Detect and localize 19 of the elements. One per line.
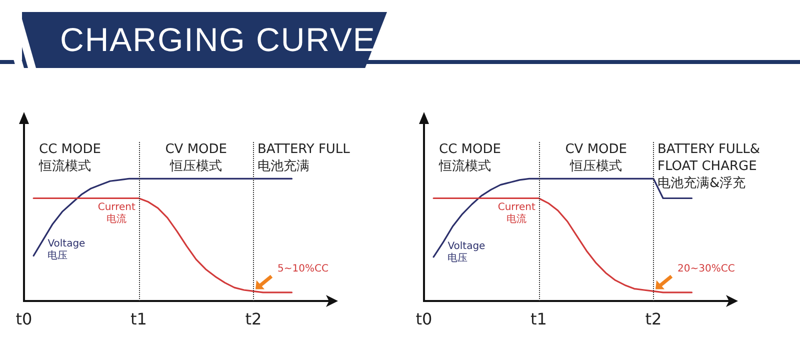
series-label: Current 电流 <box>98 202 136 225</box>
annotation: 20~30%CC <box>678 264 735 275</box>
x-tick-label: t1 <box>130 310 147 328</box>
x-tick-label: t1 <box>530 310 547 328</box>
text: BATTERY FULL 电池充满 <box>258 142 351 174</box>
annotation: 5~10%CC <box>278 264 328 275</box>
x-tick-label: t0 <box>416 310 432 328</box>
text: CC MODE 恒流模式 <box>438 142 501 174</box>
x-tick-label: t0 <box>16 310 32 328</box>
series-label: Current 电流 <box>498 202 536 225</box>
text: CV MODE 恒压模式 <box>165 142 228 174</box>
text: CV MODE 恒压模式 <box>565 142 628 174</box>
annotation: BATTERY FULL& FLOAT CHARGE 电池充满&浮充 <box>658 142 760 191</box>
series-label: Voltage 电压 <box>48 238 86 262</box>
chart-title: CHARGING CURVE <box>60 20 376 60</box>
x-tick-label: t2 <box>245 310 262 328</box>
series-label: Voltage 电压 <box>448 240 486 264</box>
x-tick-label: t2 <box>645 310 662 328</box>
text: CC MODE 恒流模式 <box>38 142 101 174</box>
